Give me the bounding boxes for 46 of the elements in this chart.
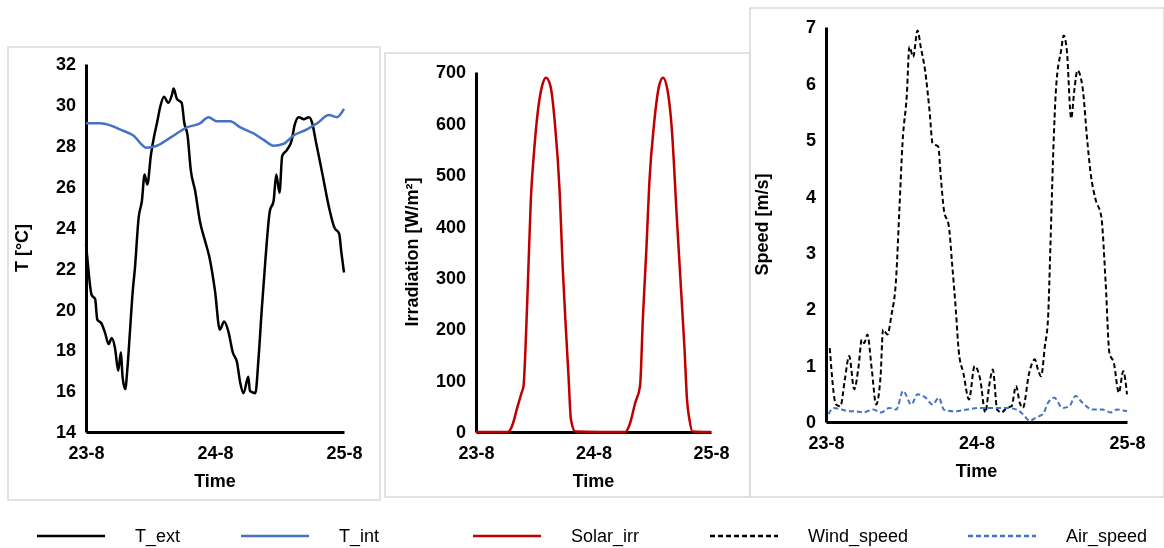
legend-label: T_int bbox=[339, 526, 380, 547]
y-tick-label: 32 bbox=[55, 54, 76, 75]
y-tick-label: 7 bbox=[805, 17, 816, 38]
x-axis-title: Time bbox=[194, 471, 236, 491]
y-tick-label: 0 bbox=[455, 422, 466, 443]
x-axis-title: Time bbox=[955, 461, 998, 481]
y-tick-label: 26 bbox=[55, 176, 76, 197]
y-axis-title: Irradiation [W/m²] bbox=[402, 177, 422, 327]
y-axis-title: Speed [m/s] bbox=[752, 173, 772, 276]
legend-label: Wind_speed bbox=[808, 526, 909, 547]
y-tick-label: 200 bbox=[435, 319, 466, 340]
y-tick-label: 30 bbox=[55, 95, 76, 116]
y-tick-label: 300 bbox=[435, 267, 466, 288]
y-tick-label: 0 bbox=[805, 412, 816, 433]
y-tick-label: 6 bbox=[805, 73, 816, 94]
y-tick-label: 600 bbox=[435, 113, 466, 134]
x-tick-label: 23-8 bbox=[458, 442, 495, 463]
x-axis-title: Time bbox=[572, 471, 615, 491]
y-tick-label: 28 bbox=[55, 136, 76, 157]
y-tick-label: 20 bbox=[55, 299, 76, 320]
y-axis-title: T [°C] bbox=[12, 223, 32, 273]
legend-label: Solar_irr bbox=[571, 526, 640, 547]
y-tick-label: 16 bbox=[55, 381, 76, 402]
legend-label: T_ext bbox=[135, 526, 181, 547]
x-tick-label: 25-8 bbox=[693, 442, 730, 463]
y-tick-label: 24 bbox=[55, 217, 76, 238]
x-tick-label: 24-8 bbox=[958, 432, 996, 453]
y-tick-label: 2 bbox=[805, 299, 816, 320]
y-tick-label: 18 bbox=[55, 340, 76, 361]
x-tick-label: 23-8 bbox=[808, 432, 845, 453]
x-tick-label: 24-8 bbox=[197, 442, 234, 463]
legend-label: Air_speed bbox=[1066, 526, 1148, 547]
y-tick-label: 700 bbox=[435, 62, 466, 83]
y-tick-label: 100 bbox=[435, 370, 466, 391]
x-tick-label: 25-8 bbox=[1109, 432, 1146, 453]
y-tick-label: 14 bbox=[55, 422, 76, 443]
y-tick-label: 5 bbox=[805, 130, 816, 151]
y-tick-label: 400 bbox=[435, 216, 466, 237]
y-tick-label: 3 bbox=[805, 242, 816, 263]
y-tick-label: 22 bbox=[55, 258, 76, 279]
y-tick-label: 4 bbox=[805, 186, 816, 207]
x-tick-label: 23-8 bbox=[68, 442, 105, 463]
x-tick-label: 25-8 bbox=[326, 442, 363, 463]
y-tick-label: 500 bbox=[435, 165, 466, 186]
x-tick-label: 24-8 bbox=[575, 442, 613, 463]
y-tick-label: 1 bbox=[805, 355, 816, 376]
